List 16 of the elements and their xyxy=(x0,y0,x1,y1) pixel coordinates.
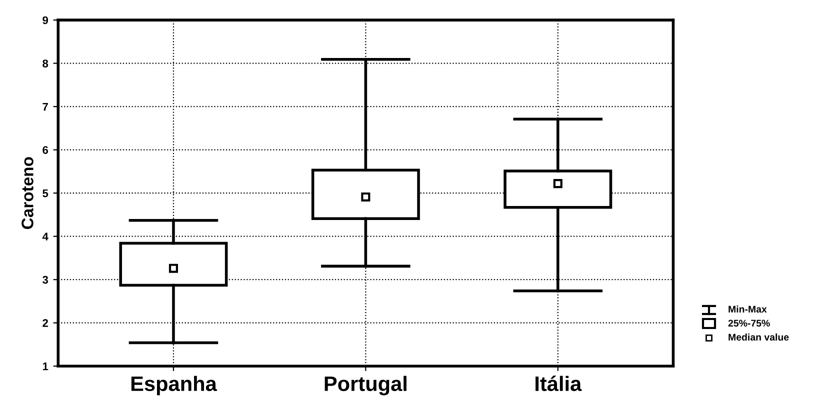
y-tick-label: 3 xyxy=(42,276,48,284)
y-tick-label: 6 xyxy=(42,146,48,154)
x-tick-label: Portugal xyxy=(324,376,406,396)
y-tick-label: 2 xyxy=(42,319,48,327)
y-tick-label: 1 xyxy=(42,362,48,370)
y-tick-label: 7 xyxy=(42,102,48,111)
y-tick-label: 5 xyxy=(42,189,48,198)
x-tick-label: Espanha xyxy=(131,376,218,396)
x-tick-label: Itália xyxy=(536,376,582,392)
y-tick-label: 4 xyxy=(42,232,48,240)
text: Min-Max xyxy=(728,305,767,313)
y-axis-title: Caroteno xyxy=(22,157,34,229)
text: 25%-75% xyxy=(728,320,770,327)
text: Median value xyxy=(728,333,789,341)
y-tick-label: 9 xyxy=(42,16,48,24)
y-tick-label: 8 xyxy=(42,60,48,68)
